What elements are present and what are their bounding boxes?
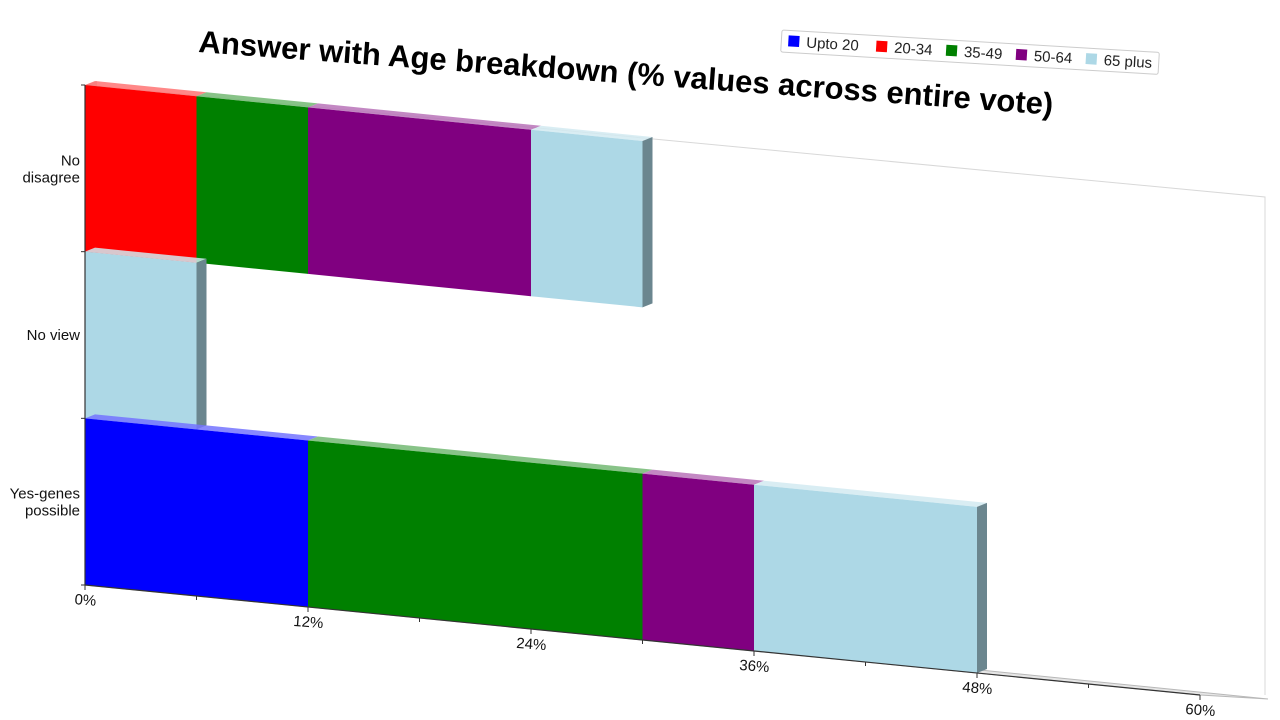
bar-end-0 xyxy=(642,137,653,308)
bar-top-2-4 xyxy=(754,480,987,507)
legend-box xyxy=(780,29,1160,75)
x-tick-label-4: 48% xyxy=(962,679,993,698)
legend-swatch-0 xyxy=(788,35,800,48)
bar-top-2-0 xyxy=(85,414,318,441)
legend-swatch-2 xyxy=(945,44,958,57)
legend-label-2: 35-49 xyxy=(963,44,1002,63)
bar-segment-2-0 xyxy=(85,418,308,607)
bar-segment-0-3 xyxy=(308,107,531,297)
y-tick-label-1: No view xyxy=(27,327,81,344)
bar-end-1 xyxy=(196,258,207,430)
x-tick-label-3: 36% xyxy=(739,657,770,676)
bar-top-2-2 xyxy=(308,436,653,474)
bar-end-2 xyxy=(977,502,987,673)
x-tick-label-5: 60% xyxy=(1185,701,1216,720)
bar-segment-2-2 xyxy=(308,440,643,640)
bar-segment-0-2 xyxy=(196,96,308,274)
bar-segment-2-4 xyxy=(754,484,977,673)
x-tick-label-2: 24% xyxy=(516,635,547,654)
legend-label-3: 50-64 xyxy=(1033,48,1072,67)
bar-segment-2-3 xyxy=(642,473,754,651)
legend-label-1: 20-34 xyxy=(894,40,933,59)
bar-top-1-4 xyxy=(85,247,207,263)
bar-top-2-3 xyxy=(642,469,764,485)
x-tick-label-1: 12% xyxy=(293,613,324,632)
legend-swatch-4 xyxy=(1085,53,1098,65)
x-tick-label-0: 0% xyxy=(74,591,97,610)
legend-label-0: Upto 20 xyxy=(806,34,859,54)
legend-swatch-3 xyxy=(1015,48,1028,61)
bar-top-0-1 xyxy=(85,81,207,97)
bars-layer xyxy=(85,81,987,673)
bar-segment-1-4 xyxy=(85,251,197,430)
legend: Upto 20 20-34 35-49 50-64 65 plus xyxy=(780,29,1160,75)
bar-top-0-4 xyxy=(531,125,653,141)
bar-top-0-3 xyxy=(308,103,541,130)
legend-label-4: 65 plus xyxy=(1103,52,1152,72)
legend-swatch-1 xyxy=(875,40,888,53)
bar-segment-0-4 xyxy=(531,129,643,308)
y-tick-label-0: No disagree xyxy=(22,152,80,186)
bar-segment-0-1 xyxy=(85,85,197,263)
y-tick-label-2: Yes-genes possible xyxy=(10,486,80,520)
bar-top-0-2 xyxy=(196,92,318,108)
axes: No disagree No view Yes-genes possible 0% 12% 2… xyxy=(10,84,1216,720)
